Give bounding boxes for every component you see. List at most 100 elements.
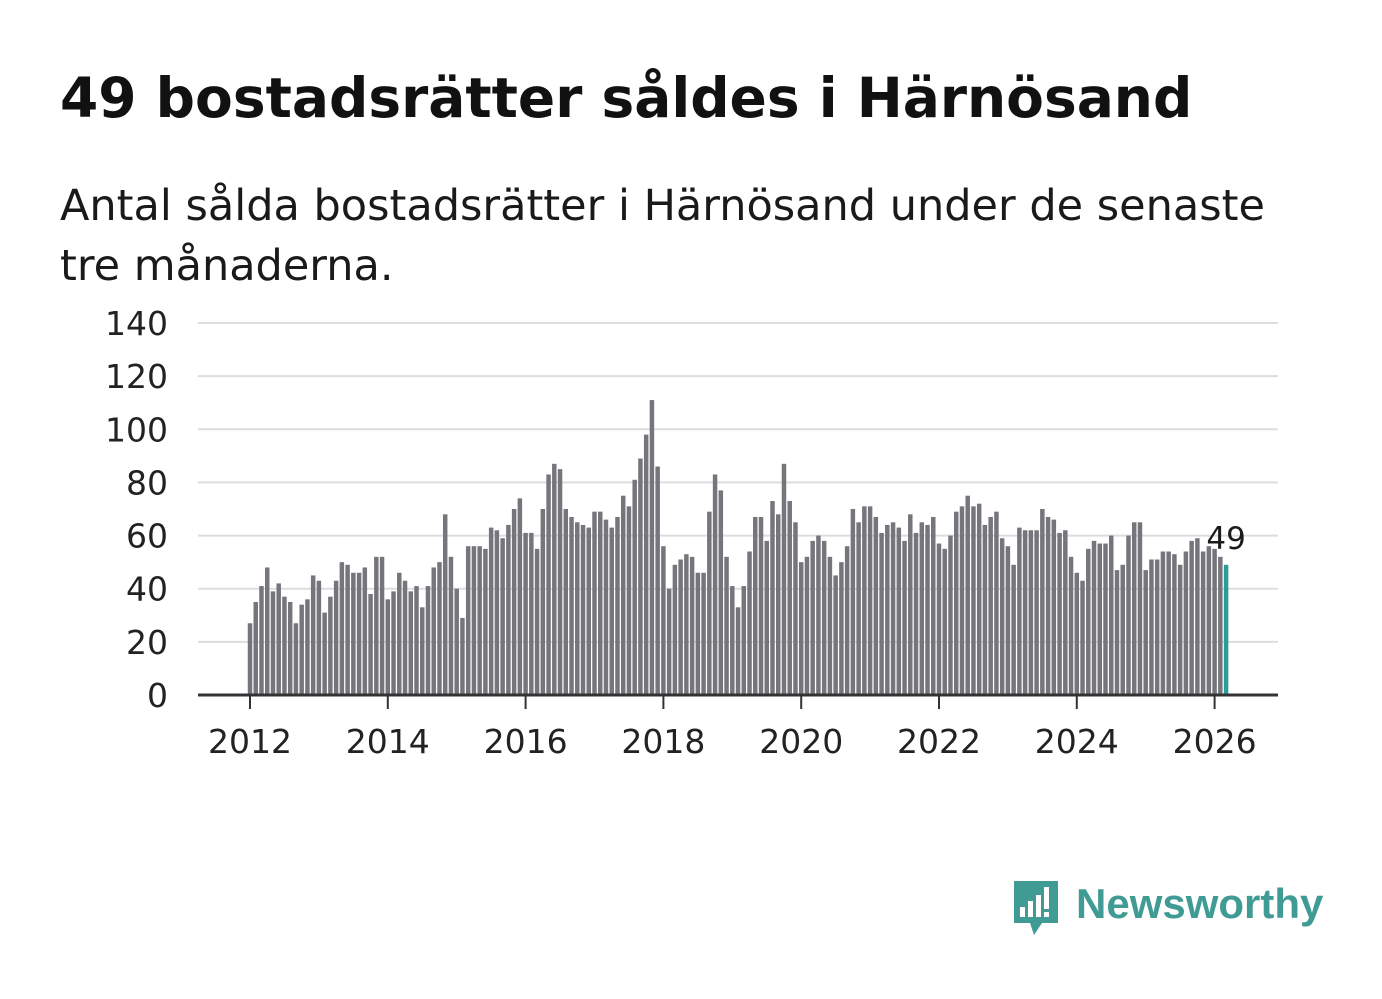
y-tick-label: 80 bbox=[126, 463, 168, 502]
last-value-label: 49 bbox=[1206, 521, 1245, 557]
bar bbox=[580, 524, 586, 695]
bar bbox=[775, 514, 781, 695]
bar bbox=[540, 509, 546, 695]
bar bbox=[626, 506, 632, 695]
bar bbox=[971, 506, 976, 695]
bar bbox=[1057, 532, 1062, 695]
bar bbox=[345, 564, 350, 695]
bar bbox=[1080, 580, 1085, 695]
bar bbox=[1114, 570, 1120, 695]
bar bbox=[833, 575, 838, 695]
bar bbox=[867, 506, 873, 695]
bar bbox=[1172, 554, 1177, 695]
bar bbox=[523, 532, 528, 695]
bar bbox=[1218, 556, 1223, 695]
bar bbox=[1040, 509, 1045, 695]
bar bbox=[925, 524, 930, 695]
bar bbox=[793, 522, 798, 695]
x-axis-ticks: 2012 2014 2016 2018 2020 2022 2024 2026 bbox=[208, 695, 1257, 761]
brand-name: Newsworthy bbox=[1076, 880, 1324, 927]
bar bbox=[1160, 551, 1166, 695]
bar bbox=[592, 511, 597, 695]
bar bbox=[620, 495, 626, 695]
bar bbox=[1212, 548, 1217, 695]
bar bbox=[1126, 535, 1131, 695]
bar bbox=[850, 509, 856, 695]
bar bbox=[408, 591, 414, 695]
bar bbox=[305, 599, 310, 695]
bar bbox=[1091, 540, 1097, 695]
bar bbox=[328, 596, 333, 695]
bar bbox=[425, 586, 431, 695]
bar bbox=[1045, 516, 1051, 695]
bar bbox=[609, 527, 614, 695]
bar bbox=[948, 535, 953, 695]
bar bbox=[362, 567, 368, 695]
bar bbox=[293, 623, 299, 695]
bar bbox=[902, 540, 907, 695]
bar bbox=[982, 524, 988, 695]
bar bbox=[563, 509, 569, 695]
bar bbox=[1011, 564, 1016, 695]
bar bbox=[1166, 551, 1171, 695]
bar bbox=[976, 503, 982, 695]
bar bbox=[339, 562, 345, 695]
bar bbox=[529, 532, 534, 695]
bar bbox=[1200, 551, 1206, 695]
x-tick-label: 2026 bbox=[1173, 722, 1257, 761]
bar bbox=[310, 575, 316, 695]
bar bbox=[316, 580, 322, 695]
bar bbox=[678, 559, 683, 695]
bar bbox=[575, 522, 580, 695]
bar bbox=[1063, 530, 1068, 695]
bar bbox=[1154, 559, 1160, 695]
bar bbox=[569, 516, 574, 695]
y-tick-label: 20 bbox=[126, 623, 168, 662]
bar bbox=[844, 546, 850, 695]
bar bbox=[615, 516, 620, 695]
bar bbox=[282, 596, 287, 695]
bar bbox=[879, 532, 884, 695]
bar bbox=[374, 556, 379, 695]
y-tick-label: 120 bbox=[105, 357, 168, 396]
bar bbox=[707, 511, 712, 695]
bar bbox=[1068, 556, 1074, 695]
y-tick-label: 100 bbox=[105, 410, 168, 449]
bar bbox=[420, 607, 425, 695]
y-tick-label: 40 bbox=[126, 570, 168, 609]
bar bbox=[890, 522, 896, 695]
bar bbox=[546, 474, 551, 695]
y-tick-label: 0 bbox=[147, 676, 168, 715]
bar bbox=[787, 501, 792, 695]
bar bbox=[431, 567, 436, 695]
bar bbox=[1189, 540, 1194, 695]
bar bbox=[798, 562, 804, 695]
bar bbox=[1086, 548, 1091, 695]
bar bbox=[931, 516, 936, 695]
bar bbox=[632, 479, 637, 695]
bar bbox=[483, 548, 488, 695]
bar bbox=[391, 591, 396, 695]
bar bbox=[598, 511, 603, 695]
bar bbox=[873, 516, 879, 695]
bar-latest bbox=[1223, 564, 1229, 695]
bar bbox=[816, 535, 821, 695]
x-tick-label: 2012 bbox=[208, 722, 292, 761]
bar bbox=[500, 538, 505, 695]
bar bbox=[672, 564, 678, 695]
bar bbox=[247, 623, 253, 695]
newsworthy-logo-icon bbox=[1014, 881, 1058, 935]
bar bbox=[494, 530, 500, 695]
bar bbox=[506, 524, 511, 695]
bar bbox=[276, 583, 281, 695]
bar bbox=[488, 527, 494, 695]
x-tick-label: 2022 bbox=[897, 722, 981, 761]
bar bbox=[770, 501, 775, 695]
bar bbox=[465, 546, 471, 695]
bar bbox=[919, 522, 925, 695]
x-tick-label: 2016 bbox=[484, 722, 568, 761]
bar bbox=[862, 506, 867, 695]
bar bbox=[1109, 535, 1114, 695]
bar bbox=[839, 562, 844, 695]
